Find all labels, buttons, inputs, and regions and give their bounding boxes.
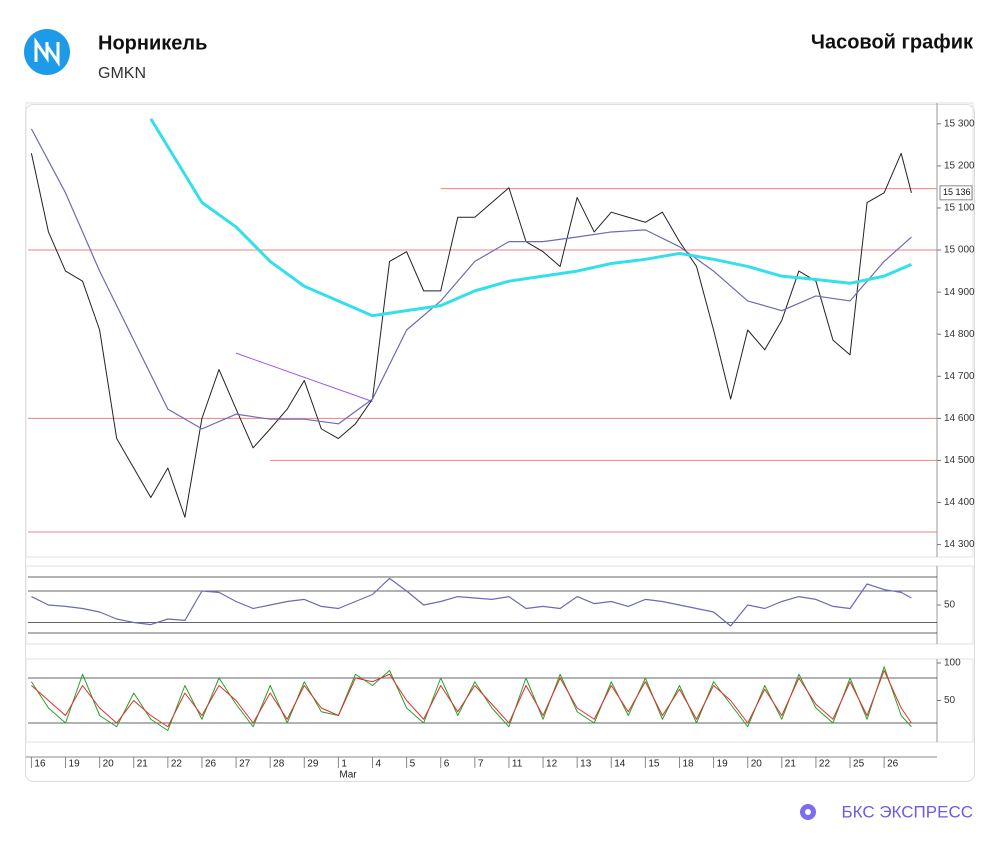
x-tick-label: 21 [785,759,797,770]
x-tick-label: 22 [819,759,831,770]
x-tick-label: 6 [444,759,450,770]
logo-mark [34,37,60,67]
x-tick-label: 7 [478,759,484,770]
y-tick-label: 15 000 [944,245,975,256]
y-tick-label: 50 [944,695,956,706]
y-tick-label: 14 400 [944,497,975,508]
series-line [30,666,912,731]
x-tick-label: 19 [717,759,729,770]
series-line [149,117,913,318]
period: Часовой график [811,31,974,53]
series-line [31,670,912,728]
x-tick-label: 13 [580,759,592,770]
x-tick-label: 5 [410,759,416,770]
y-tick-label: 100 [944,658,961,669]
month-label: Mar [339,770,357,781]
x-tick-label: 15 [648,759,660,770]
x-tick-label: 18 [682,759,694,770]
y-tick-label: 15 200 [944,161,975,172]
x-tick-label: 20 [751,759,763,770]
x-tick-label: 4 [375,759,381,770]
y-tick-label: 14 600 [944,413,975,424]
x-tick-label: 29 [307,759,319,770]
x-tick-label: 26 [887,759,899,770]
brand: БКС ЭКСПРЕСС [841,802,973,821]
y-tick-label: 50 [944,600,956,611]
trend-line [235,352,373,402]
x-tick-label: 16 [34,759,46,770]
x-tick-label: 14 [614,759,626,770]
x-tick-label: 12 [546,759,558,770]
last-price-label: 15 136 [943,187,971,197]
x-tick-label: 25 [853,759,865,770]
y-tick-label: 15 100 [944,203,975,214]
series-line [30,152,912,518]
y-tick-label: 15 300 [944,118,975,129]
y-tick-label: 14 800 [944,329,975,340]
x-tick-label: 20 [103,759,115,770]
last-price-box [939,185,973,201]
y-tick-label: 14 500 [944,455,975,466]
panel [25,658,974,743]
y-tick-label: 14 300 [944,539,975,550]
x-tick-label: 21 [137,759,149,770]
x-tick-label: 19 [69,759,81,770]
series-line [31,577,912,627]
panel [25,102,974,558]
x-tick-label: 27 [239,759,251,770]
y-tick-label: 14 900 [944,287,975,298]
x-tick-label: 1 [341,759,347,770]
panel [25,565,974,645]
series-line [30,128,912,430]
title: Норникель [98,32,207,54]
x-tick-label: 11 [512,759,523,770]
y-tick-label: 14 700 [944,371,975,382]
chart-frame [25,104,975,782]
x-tick-label: 28 [273,759,285,770]
ticker: GMKN [98,65,146,82]
x-tick-label: 26 [205,759,217,770]
x-tick-label: 22 [171,759,183,770]
brand-icon [800,804,816,820]
